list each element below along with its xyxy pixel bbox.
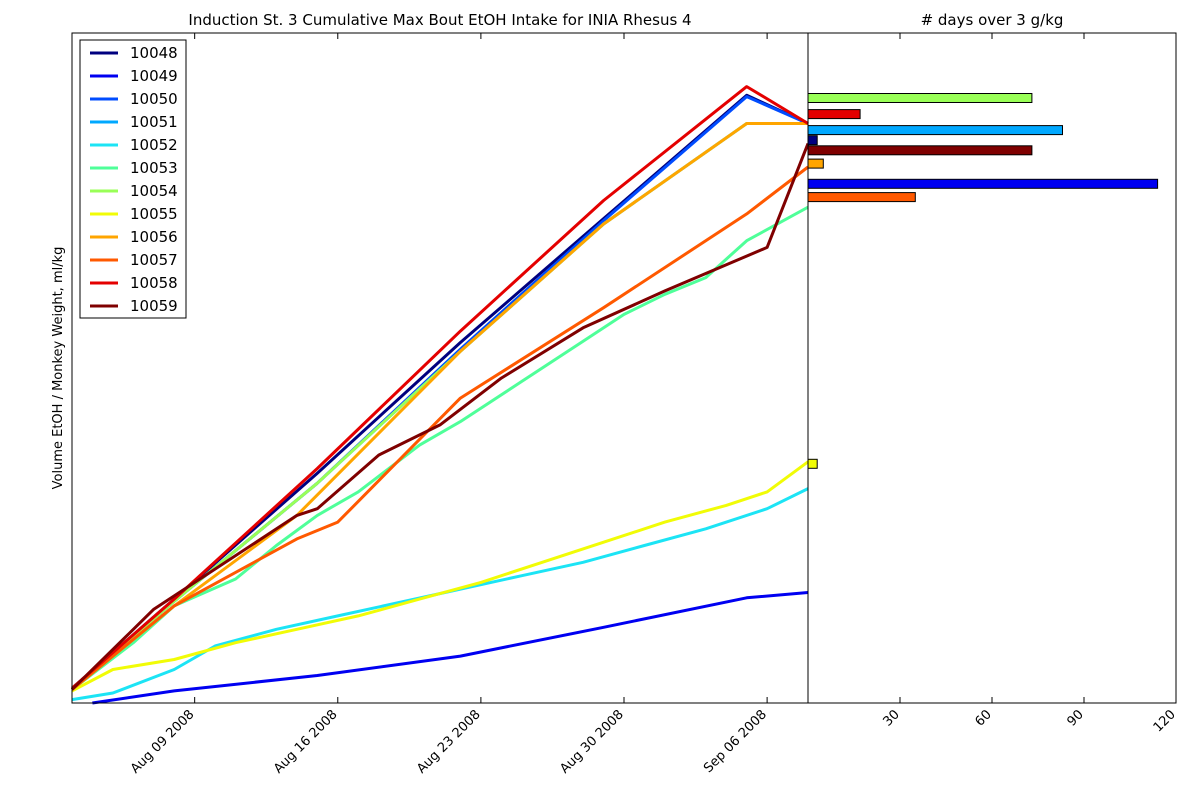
x-tick-label: Sep 06 2008 (701, 707, 770, 776)
series-line-10057 (71, 165, 809, 691)
bar-x-tick-label: 90 (1065, 707, 1087, 729)
bar-chart-title: # days over 3 g/kg (921, 11, 1064, 29)
legend-label-10051: 10051 (130, 113, 178, 131)
bar-0 (807, 93, 1033, 103)
bar-1 (807, 109, 861, 120)
x-tick-label: Aug 30 2008 (557, 707, 626, 776)
series-line-10049 (92, 591, 809, 705)
x-tick-label: Aug 09 2008 (128, 707, 197, 776)
legend-label-10059: 10059 (130, 297, 178, 315)
legend-label-10050: 10050 (130, 90, 178, 108)
bar-8 (807, 458, 818, 469)
bar-chart-bars (807, 93, 1159, 469)
bar-chart-x-ticks: 30 60 90 120 (881, 33, 1179, 735)
bar-7 (807, 192, 916, 203)
bar-5 (807, 158, 824, 169)
bar-chart-frame (807, 32, 1177, 704)
bar-x-tick-label: 120 (1151, 707, 1179, 735)
bar-2 (807, 125, 1063, 136)
legend-label-10054: 10054 (130, 182, 178, 200)
line-chart-ylabel: Volume EtOH / Monkey Weight, ml/kg (51, 247, 66, 490)
line-chart-title: Induction St. 3 Cumulative Max Bout EtOH… (188, 11, 691, 29)
series-line-10058 (71, 85, 809, 690)
legend-label-10048: 10048 (130, 44, 178, 62)
legend-label-10049: 10049 (130, 67, 178, 85)
legend-label-10055: 10055 (130, 205, 178, 223)
legend-label-10052: 10052 (130, 136, 178, 154)
bar-x-tick-label: 60 (973, 707, 995, 729)
legend: 10048 10049 10050 10051 10052 10053 10054 10055… (79, 39, 187, 319)
bar-4 (807, 145, 1033, 156)
legend-label-10053: 10053 (130, 159, 178, 177)
bar-3 (807, 135, 818, 146)
series-line-10053 (71, 205, 809, 691)
legend-label-10056: 10056 (130, 228, 178, 246)
legend-box (79, 39, 187, 319)
series-line-10059 (70, 143, 810, 691)
line-chart-lines (70, 85, 810, 705)
series-line-10055 (71, 460, 809, 693)
x-tick-label: Aug 23 2008 (414, 707, 483, 776)
legend-label-10057: 10057 (130, 251, 178, 269)
bar-x-tick-label: 30 (881, 707, 903, 729)
bar-6 (807, 178, 1159, 189)
legend-label-10058: 10058 (130, 274, 178, 292)
x-tick-label: Aug 16 2008 (271, 707, 340, 776)
